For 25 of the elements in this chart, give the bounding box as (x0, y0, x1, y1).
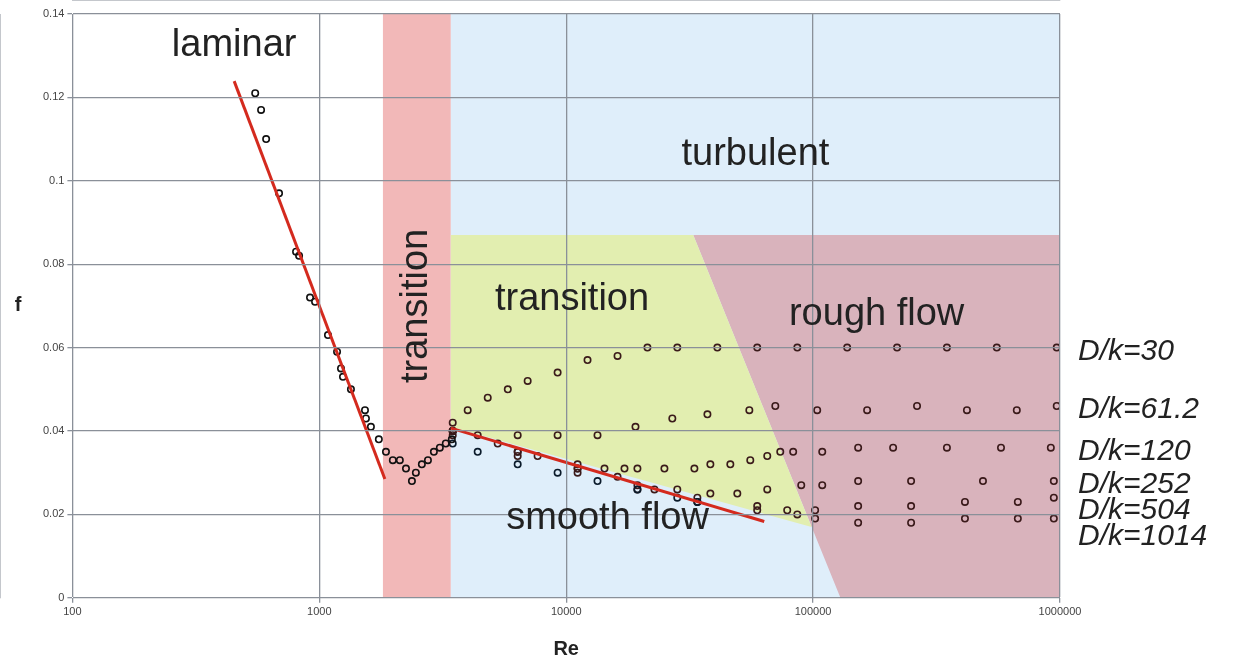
y-tick-label: 0.04 (42, 424, 65, 437)
x-tick-label: 100000 (794, 605, 832, 618)
y-tick-label: 0.12 (42, 90, 65, 103)
x-tick-label: 1000 (307, 605, 332, 618)
series-label: transition (494, 275, 650, 318)
y-tick-label: 0.08 (42, 257, 65, 270)
series-label: D/k=30 (1078, 332, 1175, 366)
y-tick-label: 0.1 (49, 173, 65, 186)
x-tick-label: 1000000 (1038, 605, 1082, 618)
series-label: D/k=1014 (1078, 518, 1208, 552)
y-tick-label: 0.02 (42, 507, 65, 520)
series-label: laminar (171, 21, 297, 64)
band-label: turbulent (681, 130, 830, 173)
series-label: D/k=120 (1078, 433, 1191, 467)
y-tick-label: 0.06 (42, 340, 65, 353)
x-tick-label: 10000 (550, 605, 582, 618)
x-axis-title: Re (553, 637, 579, 660)
series-label: D/k=61.2 (1078, 391, 1200, 425)
band-label: transition (393, 228, 436, 383)
y-tick-label: 0.14 (42, 7, 65, 20)
series-label: rough flow (788, 291, 965, 334)
x-tick-label: 100 (63, 605, 82, 618)
y-axis-title: f (14, 293, 22, 316)
y-tick-label: 0 (58, 590, 65, 603)
series-label: smooth flow (506, 495, 710, 538)
